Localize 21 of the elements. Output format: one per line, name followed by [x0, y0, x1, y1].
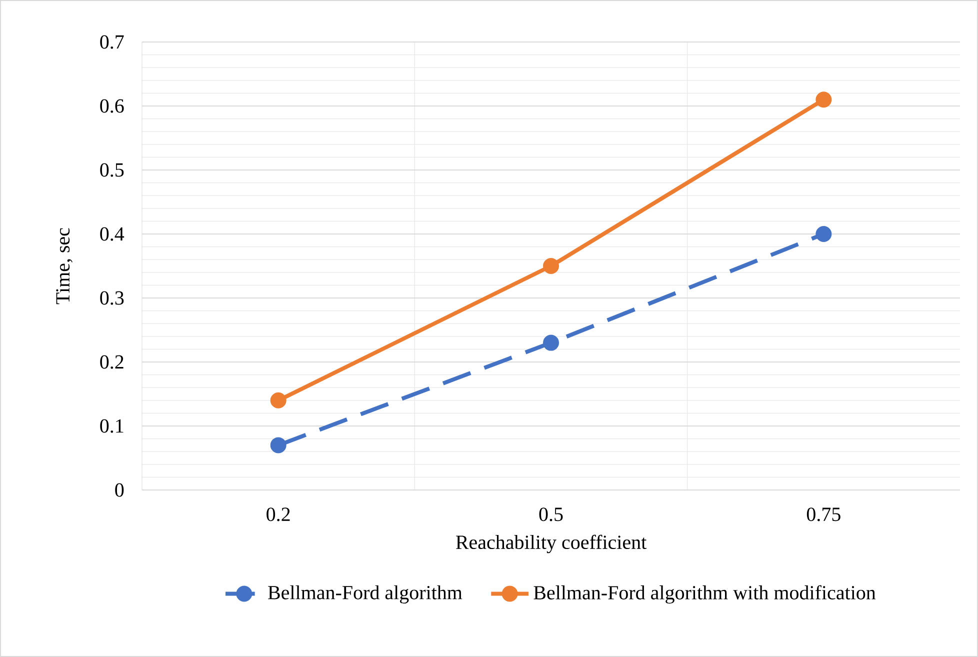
- y-tick-label: 0.5: [100, 163, 124, 177]
- x-axis-title: Reachability coefficient: [456, 534, 647, 554]
- legend-label: Bellman-Ford algorithm: [268, 585, 462, 604]
- point: [816, 92, 832, 108]
- x-tick-label: 0.5: [539, 508, 563, 522]
- y-tick-label: 0.1: [100, 419, 124, 433]
- point: [270, 392, 286, 408]
- y-tick-label: 0.4: [100, 227, 124, 241]
- point: [270, 437, 286, 454]
- y-tick-label: 0.2: [100, 355, 124, 369]
- y-tick-label: 0.6: [100, 99, 124, 113]
- x-tick-label: 0.75: [806, 508, 840, 522]
- point: [543, 334, 559, 351]
- y-tick-label: 0.3: [100, 291, 124, 305]
- x-tick-label: 0.2: [266, 508, 290, 522]
- y-tick-label: 0: [115, 483, 124, 497]
- y-axis-title: Time, sec: [56, 228, 72, 304]
- legend-label: Bellman-Ford algorithm with modification: [534, 585, 876, 604]
- point: [543, 258, 559, 274]
- point: [816, 226, 832, 242]
- y-tick-label: 0.7: [100, 35, 124, 49]
